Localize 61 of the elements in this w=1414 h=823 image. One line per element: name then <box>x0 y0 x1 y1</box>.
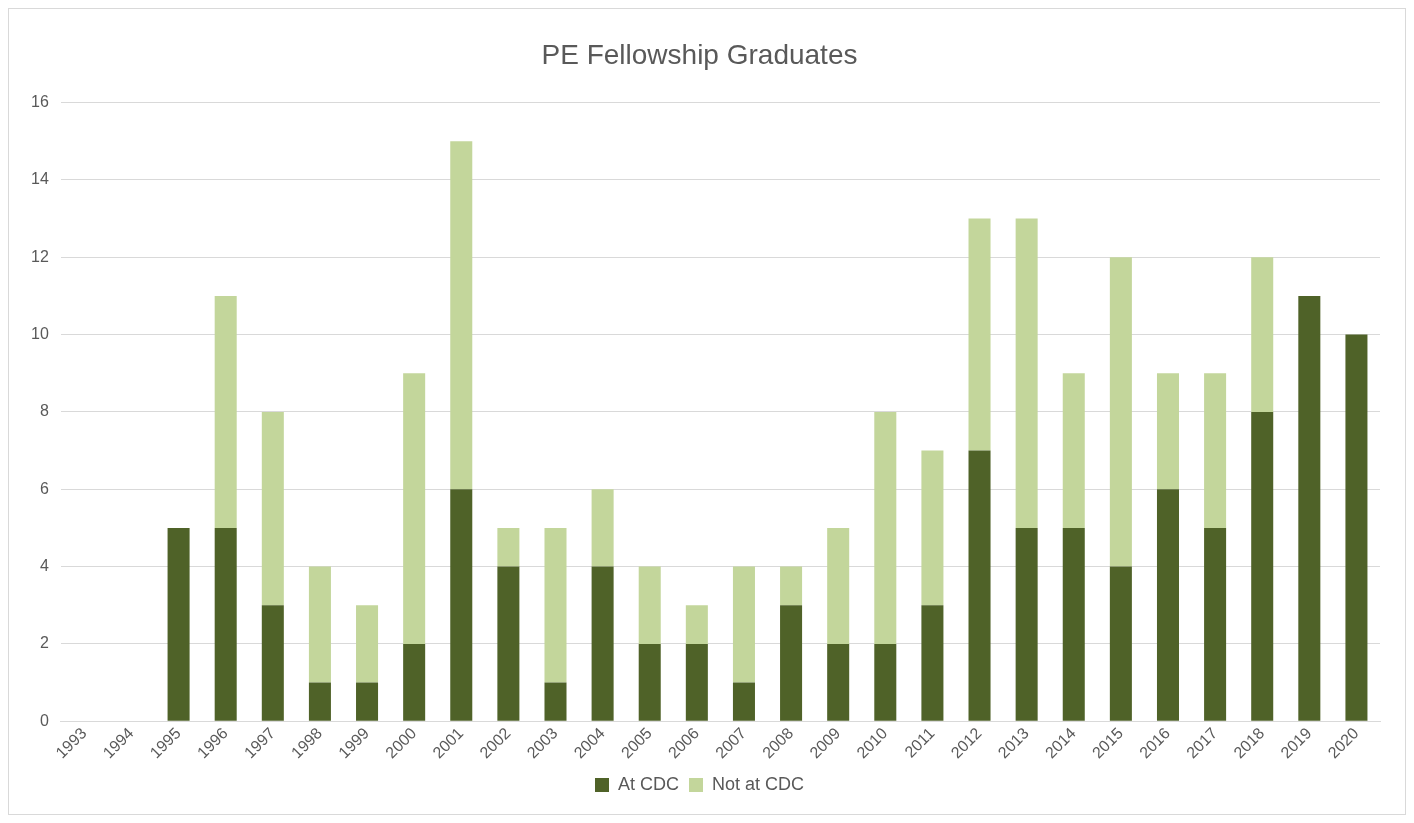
y-tick-label: 4 <box>39 557 49 574</box>
bar <box>450 141 473 490</box>
bar <box>1251 411 1274 721</box>
bar <box>921 605 944 721</box>
y-tick-label: 6 <box>39 479 49 497</box>
chart-title: PE Fellowship Graduates <box>541 38 858 70</box>
bar <box>544 527 567 683</box>
bar <box>214 295 237 528</box>
bar <box>308 682 331 721</box>
bar <box>780 605 803 721</box>
bar <box>1204 527 1227 721</box>
bar <box>497 527 520 567</box>
y-tick-label: 0 <box>39 711 49 729</box>
bar <box>544 682 567 721</box>
bar <box>685 643 708 721</box>
bar <box>638 643 661 721</box>
bar <box>356 605 379 683</box>
y-tick-label: 2 <box>39 634 49 652</box>
y-tick-label: 14 <box>31 170 49 188</box>
bar <box>1109 257 1132 567</box>
y-tick-label: 10 <box>31 325 49 342</box>
bar <box>261 605 284 721</box>
bar <box>356 682 379 721</box>
bar <box>1015 527 1038 721</box>
bar <box>450 489 473 721</box>
bar <box>1251 257 1274 412</box>
bar <box>403 373 426 644</box>
bar <box>497 566 520 721</box>
bar <box>685 605 708 644</box>
legend-label: At CDC <box>617 773 679 794</box>
bar <box>732 682 755 721</box>
y-tick-label: 8 <box>39 402 49 420</box>
bar <box>732 566 755 683</box>
bar <box>167 527 190 721</box>
bar <box>1156 373 1179 490</box>
bar <box>968 450 991 721</box>
bar <box>1345 334 1368 721</box>
bar <box>827 643 850 721</box>
bar <box>1109 566 1132 721</box>
y-tick-label: 16 <box>31 93 49 111</box>
bar <box>261 411 284 606</box>
bar <box>921 450 944 606</box>
bar <box>638 566 661 644</box>
bar <box>403 643 426 721</box>
bar <box>591 566 614 721</box>
bar <box>1204 373 1227 528</box>
bar <box>591 489 614 567</box>
bar <box>827 527 850 644</box>
bar <box>874 643 897 721</box>
legend-label: Not at CDC <box>711 773 805 794</box>
bar <box>1062 527 1085 721</box>
bar <box>968 218 991 451</box>
bar <box>214 527 237 721</box>
bar <box>308 566 331 683</box>
bar <box>1062 373 1085 528</box>
y-tick-label: 12 <box>31 247 49 265</box>
bar <box>874 411 897 644</box>
bar <box>1298 295 1321 721</box>
bar <box>1015 218 1038 528</box>
bar <box>1156 489 1179 721</box>
bar <box>780 566 803 606</box>
